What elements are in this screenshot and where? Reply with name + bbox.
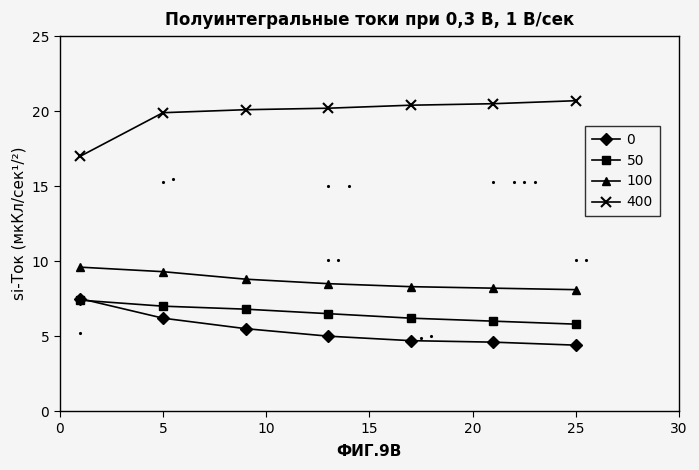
400	[407, 102, 415, 108]
0	[241, 326, 250, 331]
100	[489, 285, 498, 291]
100	[572, 287, 580, 292]
400	[159, 110, 167, 116]
0	[324, 333, 332, 339]
100	[241, 276, 250, 282]
Title: Полуинтегральные токи при 0,3 В, 1 В/сек: Полуинтегральные токи при 0,3 В, 1 В/сек	[165, 11, 574, 29]
Line: 400: 400	[75, 96, 581, 161]
100	[407, 284, 415, 290]
X-axis label: ФИГ.9В: ФИГ.9В	[337, 444, 402, 459]
0	[159, 315, 167, 321]
Legend: 0, 50, 100, 400: 0, 50, 100, 400	[585, 125, 660, 216]
400	[572, 98, 580, 103]
400	[324, 105, 332, 111]
400	[76, 153, 85, 159]
50	[489, 318, 498, 324]
Line: 100: 100	[76, 263, 580, 294]
400	[241, 107, 250, 112]
Line: 0: 0	[76, 295, 580, 349]
Y-axis label: si-Ток (мкКл/сек¹/²): si-Ток (мкКл/сек¹/²)	[11, 147, 26, 300]
50	[159, 303, 167, 309]
400	[489, 101, 498, 107]
0	[489, 339, 498, 345]
Line: 50: 50	[76, 296, 580, 329]
100	[324, 281, 332, 287]
50	[407, 315, 415, 321]
0	[407, 338, 415, 344]
50	[76, 298, 85, 303]
100	[76, 264, 85, 270]
50	[324, 311, 332, 316]
0	[572, 342, 580, 348]
100	[159, 269, 167, 274]
50	[241, 306, 250, 312]
0	[76, 296, 85, 301]
50	[572, 321, 580, 327]
